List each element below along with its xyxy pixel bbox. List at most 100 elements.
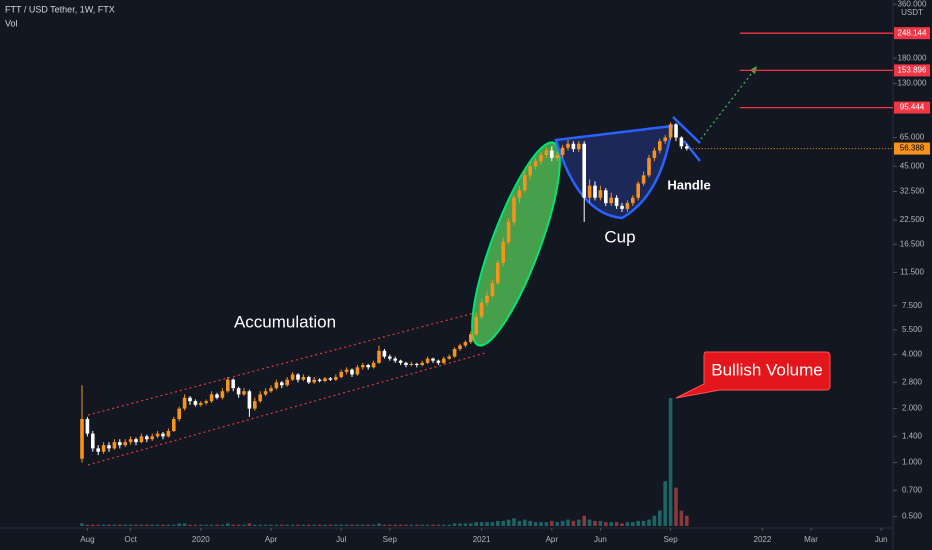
volume-bar <box>604 522 608 526</box>
volume-bar <box>512 518 516 526</box>
volume-bar <box>226 523 230 526</box>
volume-bar <box>317 524 322 526</box>
volume-bar <box>280 524 284 526</box>
volume-bar <box>469 523 473 526</box>
volume-bar <box>355 524 360 526</box>
volume-bar <box>290 524 295 526</box>
volume-bar <box>231 524 235 526</box>
volume-bar <box>134 524 138 526</box>
y-tick-label: 65.000 <box>900 133 925 142</box>
candle-body <box>382 350 387 357</box>
volume-bar <box>539 522 543 526</box>
candle-body <box>128 439 133 443</box>
candle-body <box>442 358 446 363</box>
volume-bar <box>490 522 495 526</box>
price-level-label: 95.444 <box>900 103 925 112</box>
volume-bar <box>296 524 300 526</box>
candle-body <box>431 358 435 361</box>
candle-body <box>366 365 370 368</box>
volume-bar <box>366 524 370 526</box>
volume-bar <box>517 520 522 526</box>
candle-body <box>452 348 457 357</box>
x-tick-label: 2022 <box>754 535 772 544</box>
volume-bar <box>641 520 646 526</box>
volume-bar <box>614 522 619 526</box>
volume-bar <box>560 520 565 526</box>
candle-body <box>490 283 495 296</box>
x-tick-label: Oct <box>124 535 137 544</box>
candle-body <box>469 334 473 343</box>
candle-body <box>274 382 279 389</box>
volume-bar <box>91 524 95 526</box>
x-tick-label: 2021 <box>473 535 491 544</box>
volume-bar <box>447 524 451 526</box>
volume-bar <box>636 520 640 526</box>
y-tick-label: 1.400 <box>902 431 923 440</box>
volume-bar <box>436 524 441 526</box>
x-tick-label: Jun <box>875 535 888 544</box>
volume-bar <box>301 524 306 526</box>
candle-body <box>204 401 208 403</box>
volume-bar <box>150 524 154 526</box>
candle-body <box>85 418 90 434</box>
candle-body <box>674 124 678 138</box>
candle-body <box>334 377 338 380</box>
volume-bar <box>344 524 349 526</box>
volume-bar <box>458 523 462 526</box>
candle-body <box>80 418 84 459</box>
candle-body <box>420 362 424 366</box>
volume-bar <box>263 524 268 526</box>
candle-body <box>118 442 122 446</box>
volume-bar <box>523 519 527 526</box>
volume-bar <box>312 524 316 526</box>
candle-body <box>496 262 500 284</box>
candle-body <box>150 436 154 440</box>
volume-bar <box>685 515 689 526</box>
volume-bar <box>582 515 586 526</box>
candle-body <box>155 433 160 437</box>
annotation-bullish-volume: Bullish Volume <box>711 360 823 379</box>
candle-body <box>582 143 586 198</box>
price-level-label: 153.896 <box>898 65 927 74</box>
candle-body <box>344 369 349 372</box>
price-level-tag <box>894 101 930 114</box>
candle-body <box>123 442 127 446</box>
volume-bar <box>506 519 511 526</box>
candle-body <box>404 362 408 366</box>
candle-body <box>598 190 603 198</box>
annotation-handle: Handle <box>667 177 710 192</box>
volume-bar <box>566 519 570 526</box>
candle-body <box>231 379 235 389</box>
volume-bar <box>209 524 214 526</box>
candle-body <box>107 445 111 449</box>
volume-bar <box>220 524 225 526</box>
volume-bar <box>501 520 505 526</box>
volume-bar <box>609 522 613 526</box>
candle-body <box>323 378 327 382</box>
candle-body <box>112 442 117 449</box>
candle-body <box>631 197 635 204</box>
candle-body <box>560 147 565 155</box>
volume-bar <box>85 524 90 526</box>
volume-bar <box>199 524 203 526</box>
volume-bar <box>139 524 144 526</box>
volume-bar <box>334 524 338 526</box>
channel-upper <box>87 311 479 416</box>
candle-body <box>587 185 592 198</box>
y-tick-label: 130.000 <box>898 79 927 88</box>
candle-body <box>296 374 300 380</box>
candle-body <box>577 143 581 150</box>
candle-body <box>604 190 608 204</box>
volume-bar <box>361 524 365 526</box>
volume-bar <box>544 522 549 526</box>
volume-bar <box>404 524 408 526</box>
candle-body <box>193 401 198 405</box>
y-tick-label: 360.000 <box>898 0 927 8</box>
candle-body <box>458 345 462 349</box>
volume-bar <box>668 398 673 526</box>
volume-bar <box>571 520 576 526</box>
volume-bar <box>155 524 160 526</box>
candle-body <box>139 436 144 443</box>
volume-bar <box>177 523 181 526</box>
